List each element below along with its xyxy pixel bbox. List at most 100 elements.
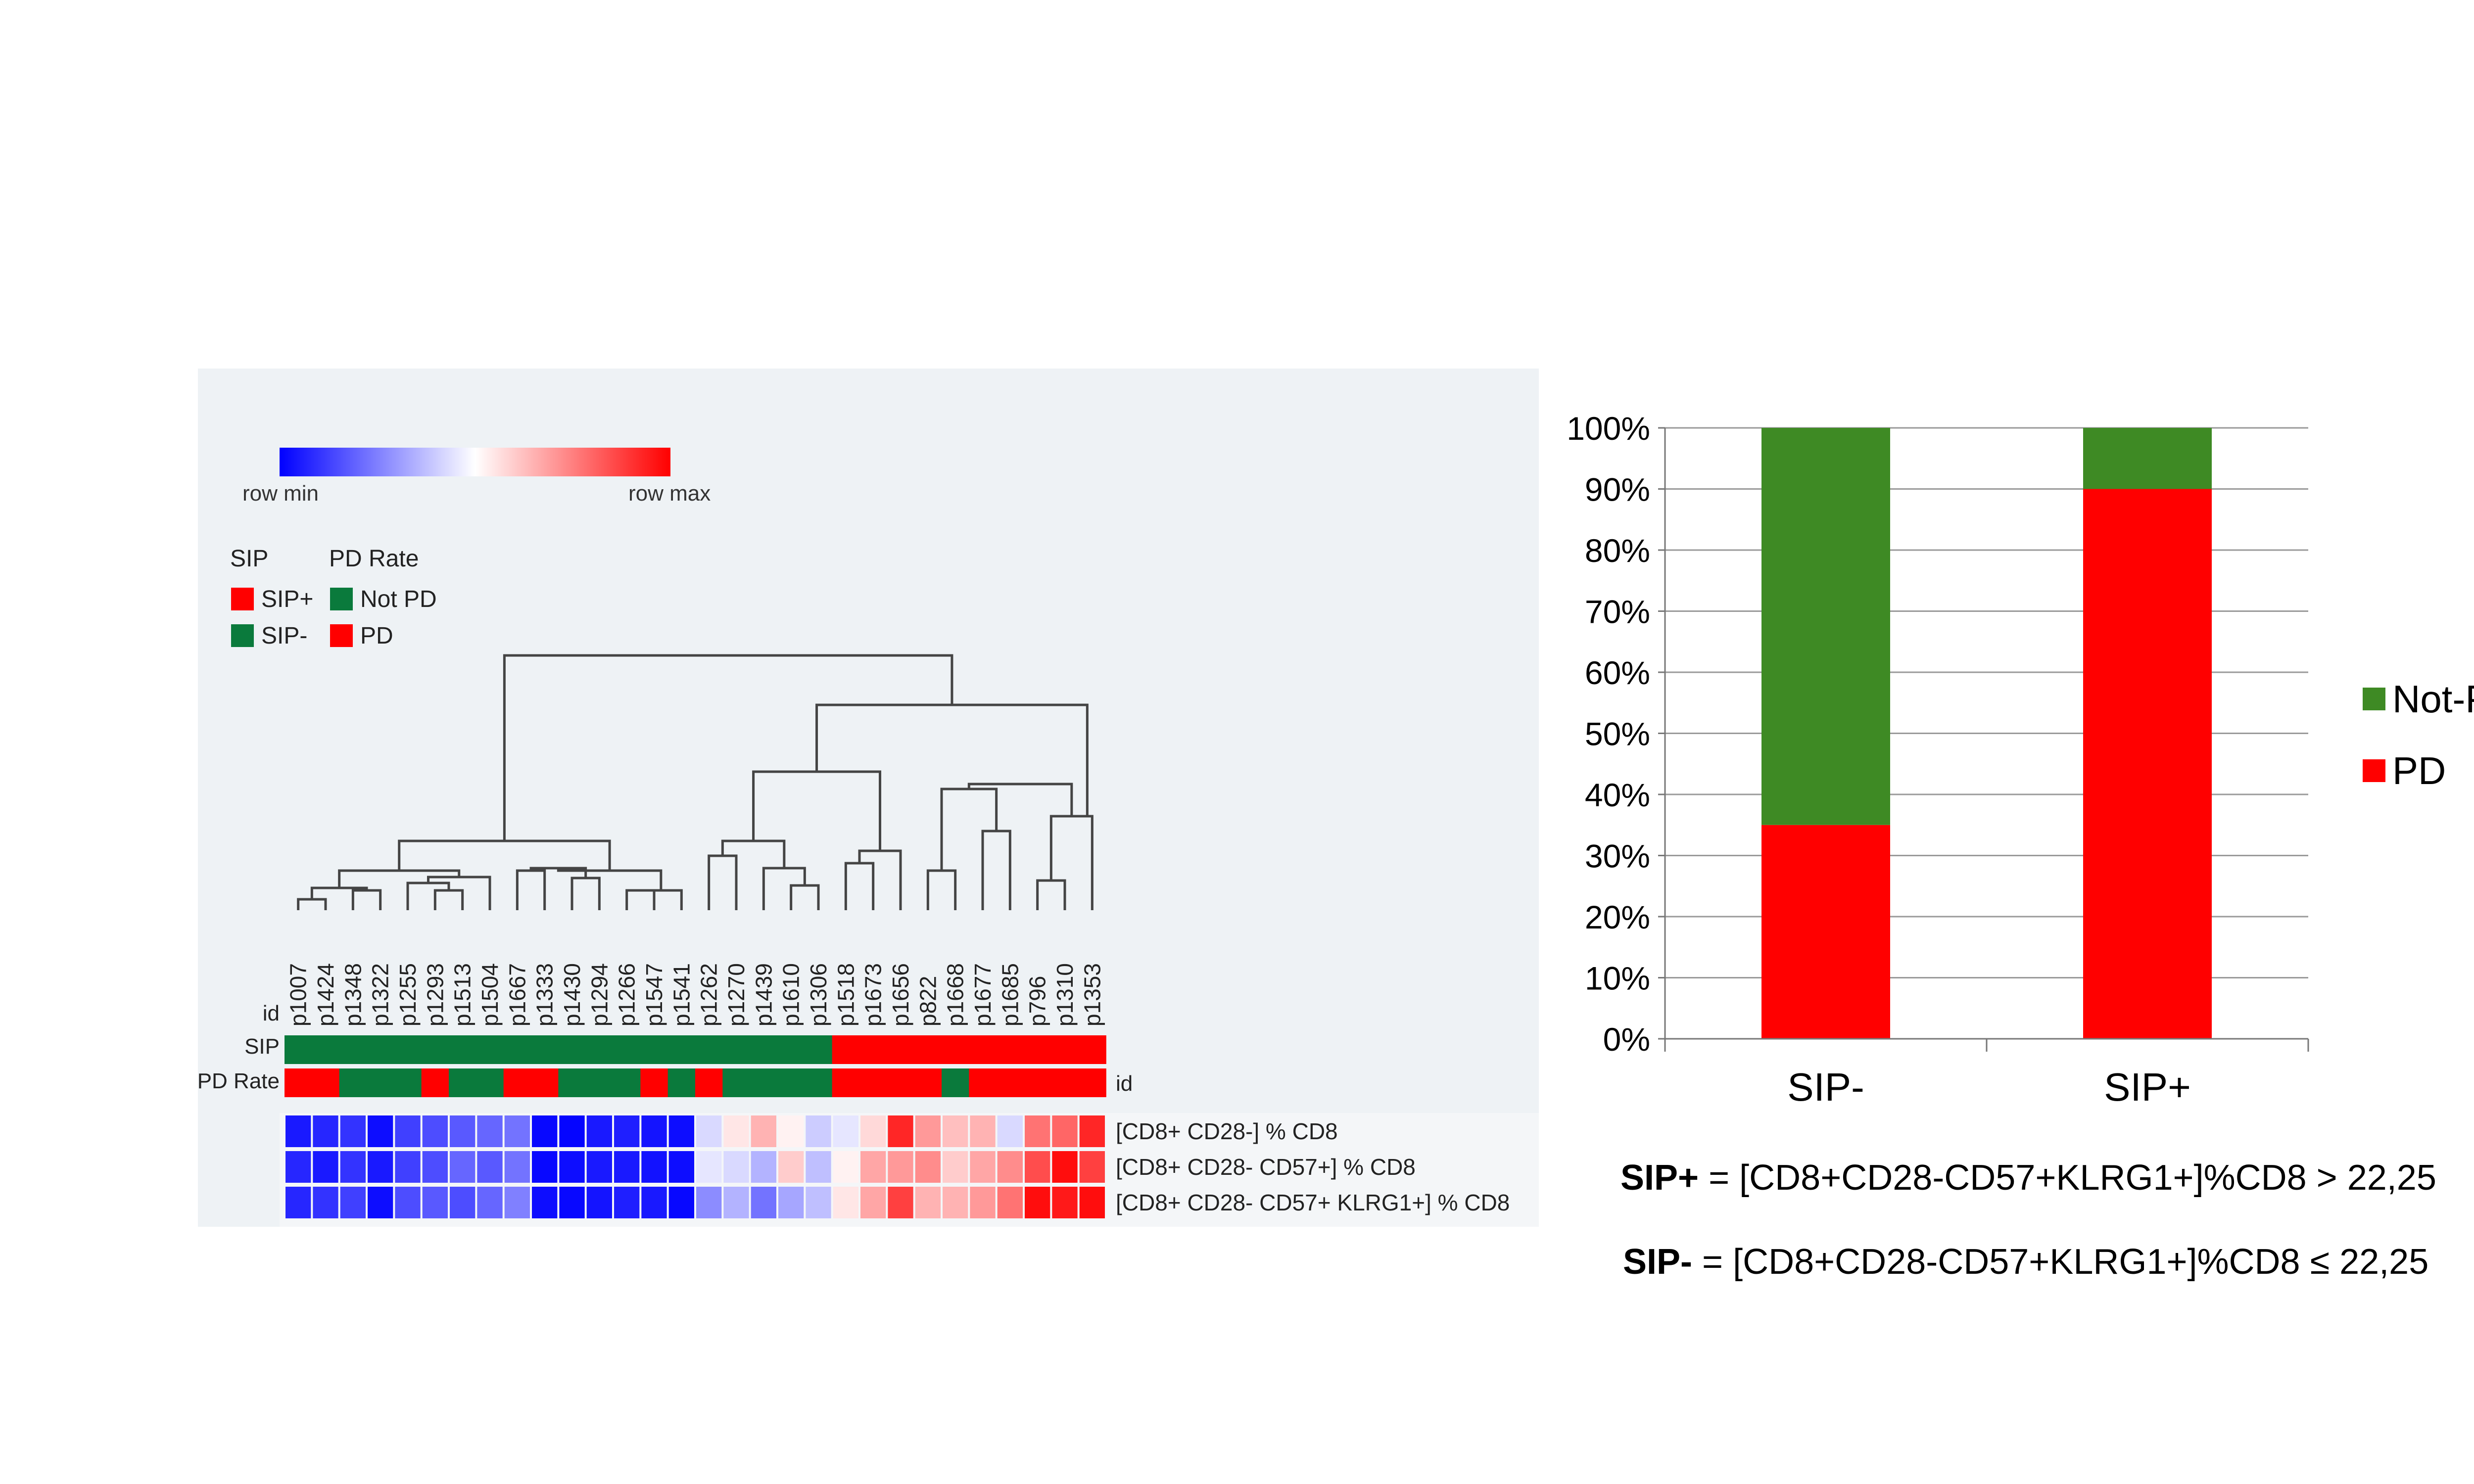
pd-rate-cell-p796 — [1024, 1068, 1052, 1097]
heat-cell-r2-p1668 — [943, 1151, 968, 1183]
column-id-p1333: p1333 — [532, 963, 558, 1026]
heat-row-label-2: [CD8+ CD28- CD57+] % CD8 — [1116, 1154, 1416, 1180]
heat-cell-r1-p822 — [915, 1115, 941, 1147]
heat-cell-r1-p1656 — [888, 1115, 913, 1147]
heat-cell-r1-p1294 — [586, 1115, 612, 1147]
heat-cell-r1-p1007 — [285, 1115, 311, 1147]
y-tick-label-0%: 0% — [1603, 1021, 1650, 1058]
sip-cell-p1424 — [312, 1035, 340, 1064]
column-id-p1322: p1322 — [368, 963, 393, 1026]
footnote-sip-minus: SIP- = [CD8+CD28-CD57+KLRG1+]%CD8 ≤ 22,2… — [1623, 1242, 2428, 1282]
heat-cell-r2-p1504 — [477, 1151, 503, 1183]
x-tick-label-SIP-: SIP- — [1787, 1065, 1864, 1109]
column-id-p1673: p1673 — [860, 963, 886, 1026]
heat-row-label-1: [CD8+ CD28-] % CD8 — [1116, 1118, 1338, 1144]
heat-cell-r1-p1255 — [395, 1115, 421, 1147]
pd-rate-cell-p1262 — [695, 1068, 723, 1097]
column-id-p1266: p1266 — [614, 963, 640, 1026]
pd-rate-cell-p1673 — [859, 1068, 888, 1097]
y-tick-label-10%: 10% — [1585, 960, 1650, 997]
sip-cell-p1310 — [1051, 1035, 1079, 1064]
heatmap-panel: row min row max SIP PD Rate SIP+ SIP- No… — [197, 369, 1539, 1227]
legend-swatch-PD — [2363, 759, 2385, 782]
scale-max-label: row max — [628, 481, 711, 506]
heat-cell-r1-p1270 — [723, 1115, 749, 1147]
heat-cell-r1-p1306 — [806, 1115, 831, 1147]
heat-cell-r2-p1673 — [860, 1151, 886, 1183]
bar-chart-axes — [1664, 428, 2309, 1052]
heat-cell-r2-p1518 — [833, 1151, 858, 1183]
footnote-sip-plus-text: = [CD8+CD28-CD57+KLRG1+]%CD8 > 22,25 — [1699, 1158, 2436, 1198]
pd-rate-cell-p1424 — [312, 1068, 340, 1097]
column-id-p1667: p1667 — [504, 963, 530, 1026]
heat-cell-r2-p1270 — [723, 1151, 749, 1183]
heat-cell-r3-p1610 — [778, 1187, 804, 1218]
column-id-p1310: p1310 — [1052, 963, 1078, 1026]
heat-cell-r2-p1348 — [340, 1151, 366, 1183]
heat-cell-r1-p1266 — [614, 1115, 640, 1147]
heat-cell-r1-p1430 — [559, 1115, 585, 1147]
heat-cell-r2-p1547 — [641, 1151, 667, 1183]
column-id-p1007: p1007 — [285, 963, 311, 1026]
pd-rate-cell-p1439 — [750, 1068, 778, 1097]
heat-cell-r2-p1541 — [668, 1151, 694, 1183]
column-id-p1262: p1262 — [696, 963, 722, 1026]
bar-SIP--Not-PD — [1761, 428, 1890, 825]
column-id-p1293: p1293 — [422, 963, 448, 1026]
sip-cell-p1685 — [996, 1035, 1024, 1064]
column-id-p1685: p1685 — [997, 963, 1023, 1026]
sip-cell-p1513 — [449, 1035, 477, 1064]
pd-rate-cell-p822 — [914, 1068, 942, 1097]
sip-cell-p1293 — [421, 1035, 449, 1064]
legend-pd-header: PD Rate — [329, 546, 419, 572]
column-id-p1353: p1353 — [1079, 963, 1105, 1026]
sip-cell-p1322 — [367, 1035, 395, 1064]
sip-cell-p1430 — [558, 1035, 586, 1064]
heat-cell-r3-p1266 — [614, 1187, 640, 1218]
heat-cell-r1-p1668 — [943, 1115, 968, 1147]
bar-SIP+-PD — [2083, 489, 2212, 1039]
sip-cell-p1262 — [695, 1035, 723, 1064]
heat-cell-r2-p1262 — [696, 1151, 722, 1183]
stacked-bar-chart: 0%10%20%30%40%50%60%70%80%90%100% SIP- SI… — [1567, 410, 2474, 1109]
dendrogram — [297, 654, 1094, 910]
pd-rate-cell-p1270 — [722, 1068, 751, 1097]
pd-rate-cell-p1504 — [476, 1068, 504, 1097]
pd-rate-cell-p1353 — [1078, 1068, 1106, 1097]
heat-cell-r2-p1255 — [395, 1151, 421, 1183]
pd-rate-cell-p1610 — [777, 1068, 806, 1097]
sip-cell-p1007 — [285, 1035, 313, 1064]
heat-cell-r2-p1677 — [970, 1151, 996, 1183]
sip-cell-p1270 — [722, 1035, 751, 1064]
heat-cell-r1-p1685 — [997, 1115, 1023, 1147]
sip-cell-p1353 — [1078, 1035, 1106, 1064]
annotation-legend: SIP PD Rate SIP+ SIP- Not PD PD — [230, 546, 437, 649]
heat-cell-r1-p1310 — [1052, 1115, 1078, 1147]
heat-cell-r3-p1685 — [997, 1187, 1023, 1218]
column-id-p1518: p1518 — [833, 963, 858, 1026]
column-id-p1306: p1306 — [806, 963, 831, 1026]
bar-SIP+-Not-PD — [2083, 428, 2212, 489]
heat-cell-r3-p1513 — [450, 1187, 476, 1218]
heat-cell-r1-p1333 — [532, 1115, 558, 1147]
pd-rate-annotation-bar — [285, 1068, 1106, 1097]
pd-rate-cell-p1333 — [531, 1068, 559, 1097]
heat-cell-r3-p796 — [1025, 1187, 1050, 1218]
column-id-labels: p1007 p1424 p1348 p1322 p1255 p1293 p1513 p1504… — [285, 963, 1105, 1026]
y-tick-label-40%: 40% — [1585, 777, 1650, 813]
footnote-sip-minus-bold: SIP- — [1623, 1242, 1692, 1282]
pd-rate-cell-p1541 — [667, 1068, 696, 1097]
legend-sip-plus-swatch — [231, 588, 254, 610]
bar-SIP--PD — [1761, 825, 1890, 1039]
row-label-pd-rate: PD Rate — [197, 1069, 280, 1093]
column-id-p822: p822 — [915, 976, 941, 1026]
column-id-p1430: p1430 — [559, 963, 585, 1026]
footnote-sip-plus-bold: SIP+ — [1620, 1158, 1699, 1198]
column-id-p1439: p1439 — [751, 963, 776, 1026]
color-scale: row min row max — [242, 448, 711, 506]
legend-sip-minus-label: SIP- — [261, 623, 307, 649]
heat-cell-r1-p1610 — [778, 1115, 804, 1147]
sip-cell-p1667 — [503, 1035, 531, 1064]
y-tick-label-60%: 60% — [1585, 654, 1650, 691]
